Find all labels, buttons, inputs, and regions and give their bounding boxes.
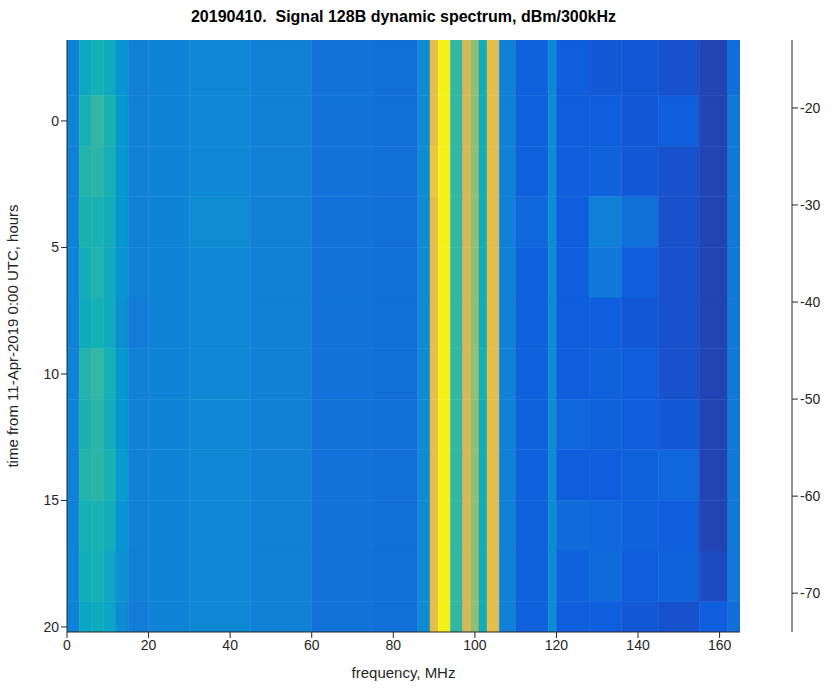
svg-text:-20: -20 (800, 100, 820, 116)
svg-text:5: 5 (51, 239, 59, 255)
svg-text:80: 80 (386, 637, 402, 653)
svg-text:-30: -30 (800, 197, 820, 213)
svg-text:-50: -50 (800, 391, 820, 407)
svg-text:-70: -70 (800, 585, 820, 601)
svg-text:10: 10 (43, 366, 59, 382)
svg-text:20: 20 (43, 619, 59, 635)
svg-text:0: 0 (63, 637, 71, 653)
svg-text:140: 140 (626, 637, 650, 653)
svg-text:0: 0 (51, 113, 59, 129)
svg-text:15: 15 (43, 492, 59, 508)
svg-text:20: 20 (141, 637, 157, 653)
svg-text:100: 100 (463, 637, 487, 653)
svg-text:frequency, MHz: frequency, MHz (352, 664, 456, 681)
svg-text:time from 11-Apr-2019 0:00 UTC: time from 11-Apr-2019 0:00 UTC, hours (4, 204, 21, 467)
svg-text:120: 120 (545, 637, 569, 653)
svg-text:-60: -60 (800, 488, 820, 504)
svg-text:160: 160 (708, 637, 732, 653)
svg-text:-40: -40 (800, 294, 820, 310)
svg-text:60: 60 (304, 637, 320, 653)
html-text:20190410. Signal 128B dynamic: 20190410. Signal 128B dynamic spectrum, … (191, 8, 616, 25)
svg-text:40: 40 (222, 637, 238, 653)
